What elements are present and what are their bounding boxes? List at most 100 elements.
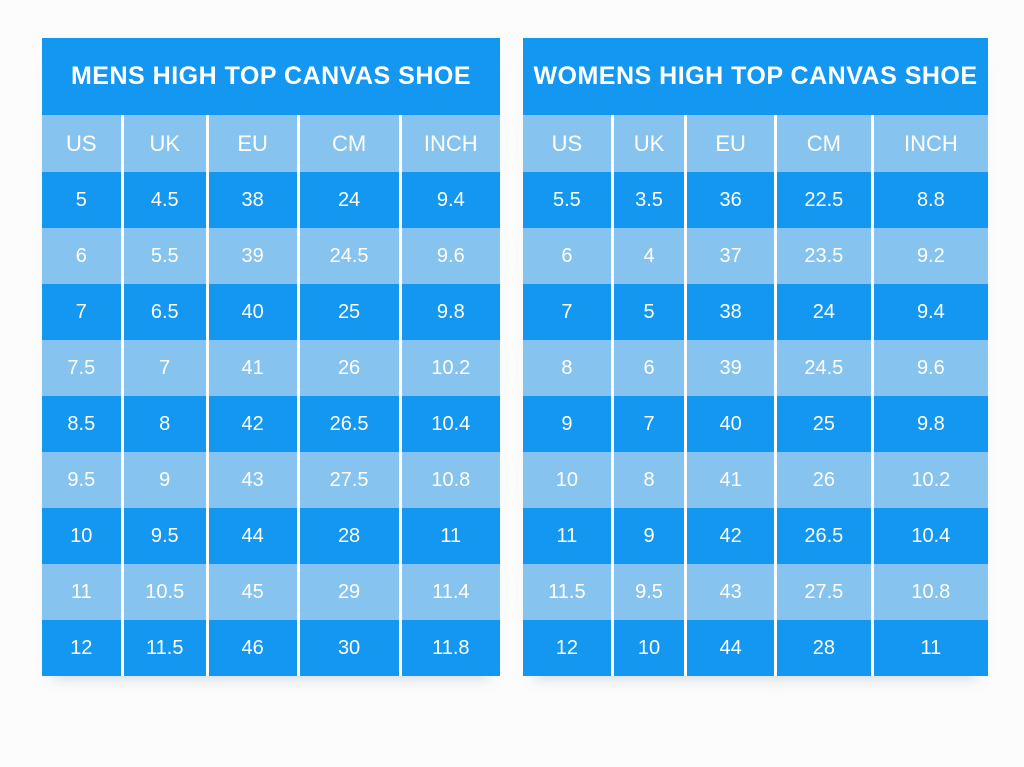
size-cell: 7 [120,340,208,396]
size-cell: 9.2 [870,228,988,284]
size-cell: 5.5 [523,172,613,228]
table-row: 10 8 41 26 10.2 [523,452,988,508]
column-header-eu: EU [684,115,776,172]
size-cell: 8 [120,396,208,452]
size-cell: 24 [296,172,401,228]
size-cell: 10.4 [398,396,500,452]
size-cell: 10.4 [870,508,988,564]
header-row: US UK EU CM INCH [523,115,988,172]
size-cell: 11.8 [398,620,500,676]
size-cell: 7.5 [42,340,123,396]
size-cell: 27.5 [296,452,401,508]
size-cell: 6.5 [120,284,208,340]
size-cell: 7 [523,284,613,340]
column-header-us: US [42,115,123,172]
size-cell: 8.5 [42,396,123,452]
column-header-uk: UK [610,115,686,172]
mens-table-title: MENS HIGH TOP CANVAS SHOE [42,38,500,115]
size-cell: 38 [684,284,776,340]
size-cell: 4.5 [120,172,208,228]
size-cell: 44 [205,508,298,564]
size-cell: 9.8 [870,396,988,452]
table-row: 11.5 9.5 43 27.5 10.8 [523,564,988,620]
size-cell: 37 [684,228,776,284]
size-cell: 30 [296,620,401,676]
size-cell: 9.4 [398,172,500,228]
size-cell: 42 [205,396,298,452]
size-cell: 40 [205,284,298,340]
table-row: 6 5.5 39 24.5 9.6 [42,228,500,284]
size-cell: 9 [610,508,686,564]
womens-size-table: WOMENS HIGH TOP CANVAS SHOE US UK EU CM INCH… [523,38,988,676]
header-row: US UK EU CM INCH [42,115,500,172]
size-cell: 24.5 [773,340,873,396]
size-cell: 3.5 [610,172,686,228]
size-cell: 9.5 [42,452,123,508]
size-cell: 4 [610,228,686,284]
table-row: 9.5 9 43 27.5 10.8 [42,452,500,508]
size-cell: 11.5 [120,620,208,676]
column-header-uk: UK [120,115,208,172]
table-row: 8 6 39 24.5 9.6 [523,340,988,396]
table-row: 7 5 38 24 9.4 [523,284,988,340]
size-cell: 7 [42,284,123,340]
size-cell: 6 [42,228,123,284]
size-cell: 41 [684,452,776,508]
table-row: 11 9 42 26.5 10.4 [523,508,988,564]
size-cell: 25 [773,396,873,452]
table-row: 7.5 7 41 26 10.2 [42,340,500,396]
mens-size-grid: US UK EU CM INCH 5 4.5 38 24 9.4 6 5.5 39 24.5 9.6 7 6.… [42,115,500,676]
size-cell: 27.5 [773,564,873,620]
table-row: 11 10.5 45 29 11.4 [42,564,500,620]
size-cell: 38 [205,172,298,228]
table-row: 12 10 44 28 11 [523,620,988,676]
mens-table-header: US UK EU CM INCH [42,115,500,172]
size-cell: 11 [398,508,500,564]
size-cell: 36 [684,172,776,228]
size-cell: 6 [523,228,613,284]
size-cell: 9.5 [120,508,208,564]
column-header-inch: INCH [398,115,500,172]
size-cell: 26 [773,452,873,508]
table-row: 7 6.5 40 25 9.8 [42,284,500,340]
size-cell: 29 [296,564,401,620]
table-row: 8.5 8 42 26.5 10.4 [42,396,500,452]
column-header-inch: INCH [870,115,988,172]
size-cell: 24.5 [296,228,401,284]
size-cell: 10 [610,620,686,676]
size-cell: 11 [42,564,123,620]
size-cell: 9.5 [610,564,686,620]
womens-table-header: US UK EU CM INCH [523,115,988,172]
table-row: 9 7 40 25 9.8 [523,396,988,452]
womens-table-title: WOMENS HIGH TOP CANVAS SHOE [523,38,988,115]
size-cell: 11.4 [398,564,500,620]
size-cell: 43 [684,564,776,620]
size-cell: 11 [523,508,613,564]
table-row: 5 4.5 38 24 9.4 [42,172,500,228]
table-row: 10 9.5 44 28 11 [42,508,500,564]
size-cell: 9.8 [398,284,500,340]
size-cell: 10.8 [398,452,500,508]
size-cell: 8.8 [870,172,988,228]
size-cell: 24 [773,284,873,340]
size-cell: 12 [523,620,613,676]
size-cell: 9 [120,452,208,508]
size-cell: 6 [610,340,686,396]
size-cell: 10 [523,452,613,508]
size-cell: 40 [684,396,776,452]
size-cell: 11.5 [523,564,613,620]
size-cell: 41 [205,340,298,396]
size-cell: 45 [205,564,298,620]
column-header-cm: CM [773,115,873,172]
size-cell: 28 [773,620,873,676]
size-cell: 42 [684,508,776,564]
size-cell: 26 [296,340,401,396]
size-cell: 10 [42,508,123,564]
size-cell: 46 [205,620,298,676]
size-cell: 7 [610,396,686,452]
size-cell: 9.6 [398,228,500,284]
mens-table-body: 5 4.5 38 24 9.4 6 5.5 39 24.5 9.6 7 6.5 40 25 9.8 7.5 7 4… [42,172,500,676]
size-cell: 8 [523,340,613,396]
womens-size-grid: US UK EU CM INCH 5.5 3.5 36 22.5 8.8 6 4 37 23.5 9.2 7… [523,115,988,676]
